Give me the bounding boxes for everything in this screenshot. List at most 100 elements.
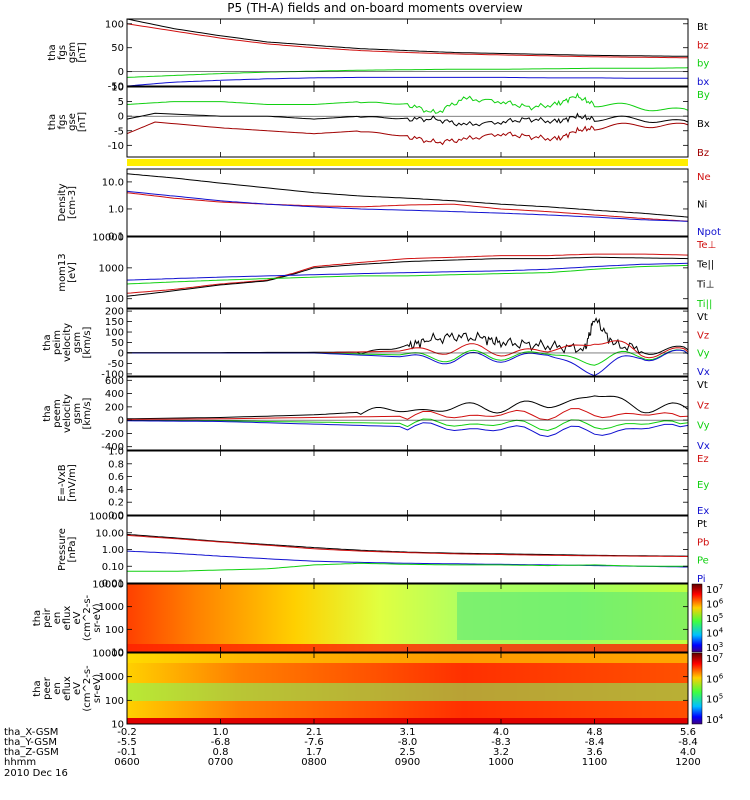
panel-frame bbox=[126, 450, 689, 516]
y-axis-label: [nPa] bbox=[67, 536, 78, 562]
legend-label: by bbox=[697, 59, 709, 70]
y-tick-label: 0.01 bbox=[102, 579, 124, 590]
y-tick-label: 5 bbox=[118, 97, 124, 108]
x-axis-row-value: 1.7 bbox=[306, 747, 322, 758]
x-axis-row-value: 2.1 bbox=[306, 727, 322, 738]
legend-label: Bt bbox=[697, 22, 708, 33]
x-axis-row-value: 1000 bbox=[488, 757, 513, 768]
chart-title: P5 (TH-A) fields and on-board moments ov… bbox=[227, 1, 523, 15]
series-line-Ti|| bbox=[126, 264, 689, 285]
y-tick-label: 10000 bbox=[92, 233, 124, 244]
y-tick-label: 0 bbox=[118, 416, 124, 427]
x-axis-row-value: 2.5 bbox=[400, 747, 416, 758]
y-axis-label: gsm bbox=[72, 403, 83, 424]
legend-label: Bz bbox=[697, 148, 709, 159]
series-line-Vx bbox=[126, 420, 689, 438]
series-line-Ti⊥ bbox=[126, 262, 689, 281]
x-axis-row-label: tha_Z-GSM bbox=[4, 747, 59, 758]
y-tick-label: 10000 bbox=[92, 580, 124, 591]
y-axis-label: en bbox=[52, 612, 63, 625]
panel-frame bbox=[126, 86, 689, 158]
x-axis-row-value: 1.0 bbox=[213, 727, 229, 738]
y-axis-label: tha bbox=[47, 114, 58, 130]
colorbar-tick-exponent: 7 bbox=[719, 583, 723, 591]
series-line-Bz bbox=[126, 121, 689, 146]
panel-6: Vt Vz Vy Vx 600 400 200 0 -200 -400 tha peem velocit… bbox=[42, 376, 710, 453]
x-axis-row-value: 0700 bbox=[208, 757, 233, 768]
y-tick-label: 0.6 bbox=[108, 472, 124, 483]
legend-label: Ex bbox=[697, 506, 709, 517]
series-line-Vz bbox=[126, 408, 689, 421]
colorbar bbox=[691, 583, 703, 653]
x-axis-row-value: 3.1 bbox=[400, 727, 416, 738]
series-line-Ni bbox=[126, 173, 689, 218]
legend-label: bx bbox=[697, 77, 709, 88]
y-tick-label: -5 bbox=[114, 126, 124, 137]
y-tick-label: 10 bbox=[111, 83, 124, 94]
panel-4: Te⊥ Te|| Ti⊥ Ti|| 10000 1000 100 mom13 [eV] bbox=[57, 233, 716, 311]
y-axis-label: eV bbox=[72, 611, 83, 624]
panel-1: Bt bz by bx 100 50 0 -50 tha fgs gsm [nT] bbox=[47, 18, 709, 93]
series-line-bx bbox=[126, 76, 688, 87]
y-axis-label: gse bbox=[67, 113, 78, 131]
y-tick-label: 0 bbox=[118, 348, 124, 359]
y-tick-label: 0.0 bbox=[108, 511, 124, 522]
colorbar-tick-label: 104 bbox=[706, 627, 724, 640]
colorbar-tick-exponent: 4 bbox=[719, 627, 724, 635]
y-tick-label: 1000 bbox=[99, 263, 124, 274]
x-axis-row-value: -6.8 bbox=[211, 737, 231, 748]
y-axis-label: gsm bbox=[72, 332, 83, 353]
colorbar-tick-label: 105 bbox=[706, 612, 723, 625]
legend-label: Vz bbox=[697, 400, 709, 411]
y-axis-label: [km/s] bbox=[82, 397, 93, 429]
legend-label: Vz bbox=[697, 330, 709, 341]
x-axis-row-value: -7.6 bbox=[304, 737, 324, 748]
x-axis-row-value: -8.0 bbox=[398, 737, 418, 748]
x-axis-row-value: 0800 bbox=[301, 757, 326, 768]
panel-7: Ez Ey Ex 1.00.8 0.6 0.4 0.2 0.0 E=-VxB [mV/m] bbox=[57, 447, 709, 522]
y-tick-label: 10 bbox=[111, 648, 124, 659]
y-axis-label: sr-eV) bbox=[92, 603, 103, 632]
colorbar-tick-exponent: 5 bbox=[719, 693, 723, 701]
colorbar-tick-label: 106 bbox=[706, 672, 724, 685]
y-tick-label: 50 bbox=[111, 338, 124, 349]
y-axis-label: [km/s] bbox=[82, 326, 93, 358]
legend-label: Vx bbox=[697, 367, 710, 378]
series-line-Pe bbox=[127, 562, 688, 572]
colorbar bbox=[691, 652, 703, 725]
y-tick-label: 0.10 bbox=[102, 562, 124, 573]
y-tick-label: 10 bbox=[111, 720, 124, 731]
legend-label: By bbox=[697, 90, 710, 101]
y-tick-label: 0.1 bbox=[108, 232, 124, 243]
y-axis-label: [nT] bbox=[77, 42, 88, 62]
colorbar-tick-label: 105 bbox=[706, 693, 723, 706]
x-axis-row-value: 0.8 bbox=[213, 747, 229, 758]
y-axis-label: [nT] bbox=[77, 112, 88, 132]
y-axis-label: peer bbox=[42, 676, 53, 700]
colorbar-tick-label: 106 bbox=[706, 598, 724, 611]
legend-label: Ey bbox=[697, 480, 709, 491]
series-line-bz bbox=[126, 23, 689, 59]
x-axis-row-value: 4.8 bbox=[587, 727, 603, 738]
y-tick-label: 200 bbox=[105, 307, 124, 318]
y-axis-label: sr-eV) bbox=[92, 674, 103, 703]
y-tick-label: 1.0 bbox=[108, 447, 124, 458]
y-tick-label: 200 bbox=[105, 402, 124, 413]
legend-label: Ez bbox=[697, 454, 709, 465]
flag-bar bbox=[127, 159, 688, 166]
colorbar-tick-exponent: 3 bbox=[719, 641, 723, 649]
y-axis-label: (cm^2-s- bbox=[82, 665, 93, 712]
y-tick-label: 0.2 bbox=[108, 498, 124, 509]
y-tick-label: 1000 bbox=[99, 602, 124, 613]
y-axis-label: mom13 bbox=[57, 253, 68, 291]
panel-8: Pt Pb Pe Pi 100.00 10.00 1.00 0.10 0.01 Pressure[… bbox=[57, 512, 709, 590]
y-axis-label: [mV/m] bbox=[67, 464, 78, 502]
y-axis-label: Pressure bbox=[57, 528, 68, 571]
y-axis-label: eV bbox=[72, 682, 83, 695]
x-axis-row-label: tha_X-GSM bbox=[4, 727, 58, 738]
series-line-Pi bbox=[126, 550, 688, 568]
y-tick-label: 1.0 bbox=[108, 204, 124, 215]
y-axis-label: [eV] bbox=[67, 262, 78, 283]
